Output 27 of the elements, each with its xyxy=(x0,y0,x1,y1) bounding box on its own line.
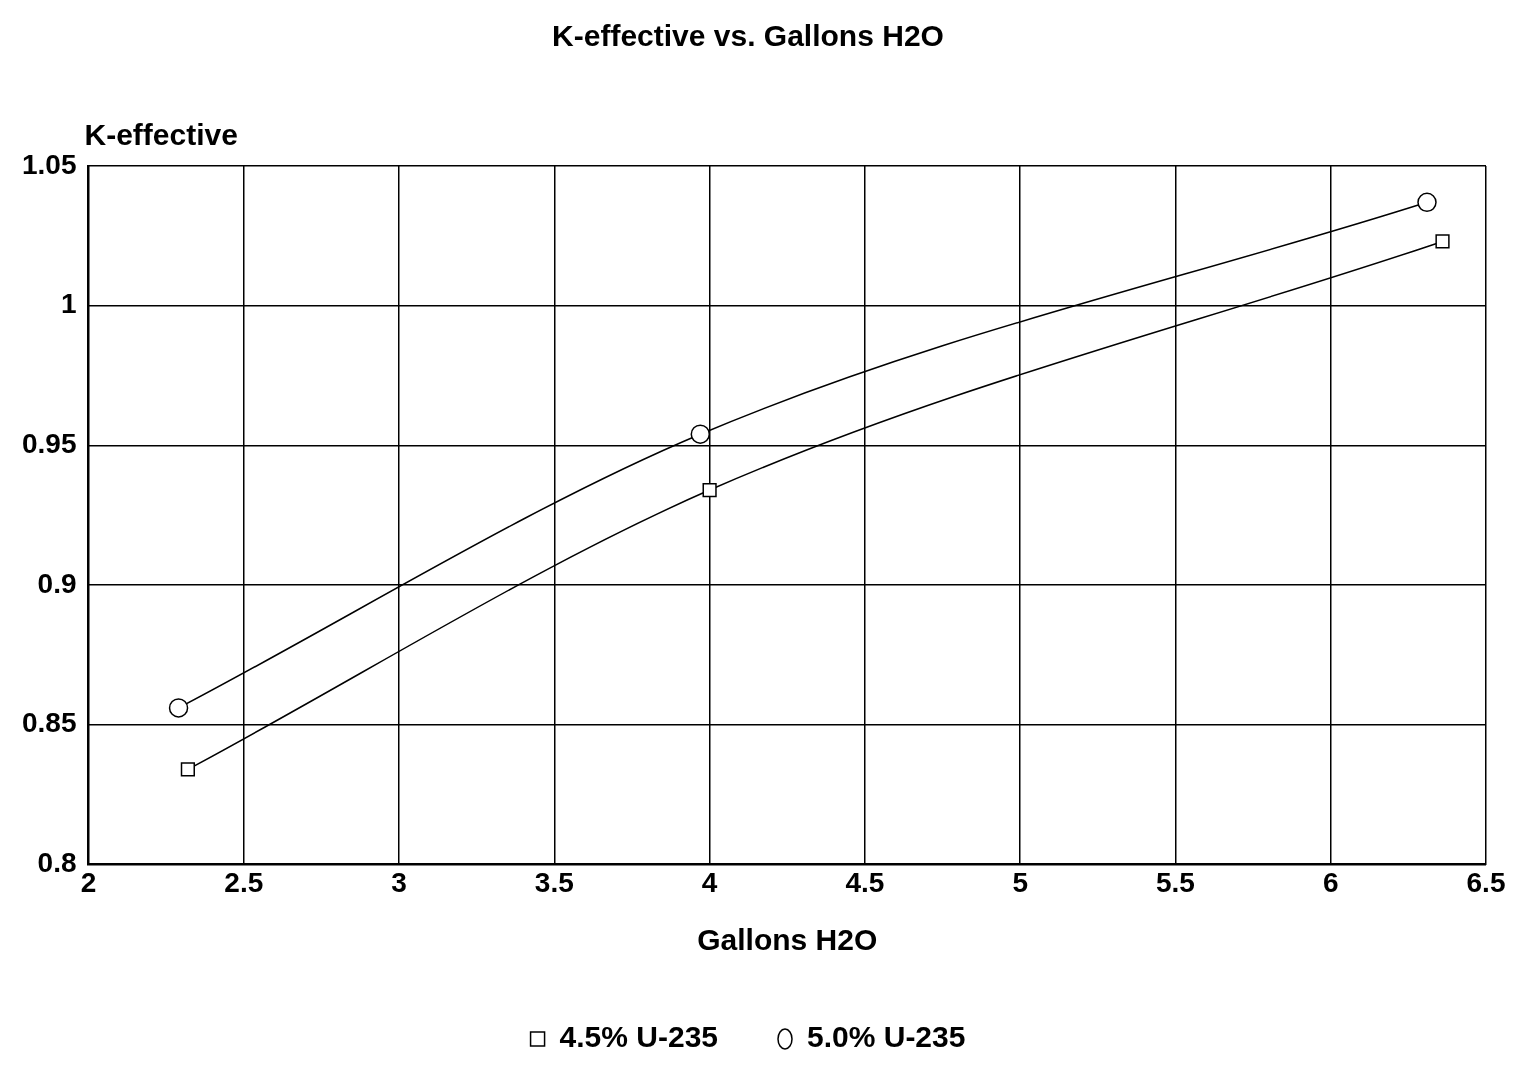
y-tick-label: 0.9 xyxy=(37,567,77,599)
point xyxy=(690,424,711,444)
point xyxy=(702,482,717,498)
x-tick-label: 3.5 xyxy=(534,866,574,898)
legend-label: 5.0% U-235 xyxy=(807,1020,966,1054)
y-tick-label: 1.05 xyxy=(22,148,77,180)
x-tick-label: 4.5 xyxy=(845,866,885,898)
x-tick-label: 5 xyxy=(1012,866,1028,898)
x-tick-label: 2 xyxy=(80,866,97,898)
x-tick-label: 5.5 xyxy=(1155,866,1195,898)
y-tick-label: 0.8 xyxy=(37,847,77,879)
x-tick-label: 2.5 xyxy=(224,866,264,898)
chart-title: K-effective vs. Gallons H2O xyxy=(552,19,944,53)
point xyxy=(180,762,195,777)
y-axis-title: K-effective xyxy=(84,118,238,152)
point xyxy=(1417,192,1437,213)
x-tick-label: 6 xyxy=(1322,866,1339,898)
legend-label: 4.5% U-235 xyxy=(559,1020,719,1054)
y-tick-label: 0.85 xyxy=(22,707,77,739)
x-tick-label: 4 xyxy=(701,866,718,898)
x-tick-label: 3 xyxy=(391,866,407,898)
x-tick-label: 6.5 xyxy=(1466,866,1506,898)
point xyxy=(168,698,189,718)
x-axis-title: Gallons H2O xyxy=(697,923,878,957)
y-tick-label: 0.95 xyxy=(22,428,77,460)
y-tick-label: 1 xyxy=(60,288,77,320)
point xyxy=(1435,234,1450,249)
